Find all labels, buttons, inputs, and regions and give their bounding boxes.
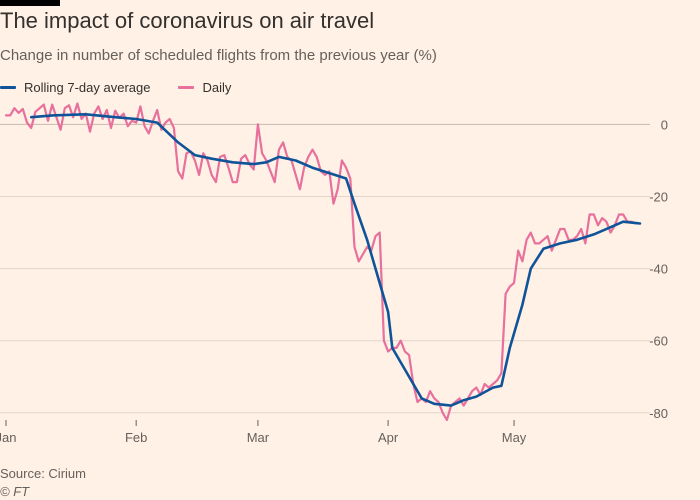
y-tick-label: 0 [661, 117, 668, 132]
x-tick-label: Feb [125, 430, 147, 445]
chart-legend: Rolling 7-day average Daily [0, 80, 259, 95]
legend-swatch-rolling [0, 86, 16, 89]
chart-title: The impact of coronavirus on air travel [0, 8, 375, 33]
x-tick-label: May [502, 430, 527, 445]
x-tick-label: Jan [0, 430, 16, 445]
chart-subtitle: Change in number of scheduled flights fr… [0, 47, 437, 64]
legend-item-daily: Daily [178, 80, 231, 95]
chart-source: Source: Cirium [0, 466, 86, 481]
brand-top-rule [0, 0, 60, 6]
series-line-rolling-average [29, 113, 642, 407]
legend-swatch-daily [178, 86, 195, 89]
chart-copyright: © FT [0, 484, 30, 499]
legend-label-rolling: Rolling 7-day average [24, 80, 151, 95]
y-tick-label: -20 [649, 190, 668, 205]
x-tick-label: Mar [247, 430, 270, 445]
legend-label-daily: Daily [202, 80, 232, 95]
x-tick-label: Apr [378, 430, 399, 445]
series-line-daily [4, 102, 637, 422]
legend-item-rolling: Rolling 7-day average [0, 80, 150, 95]
y-tick-label: -80 [649, 406, 668, 421]
y-tick-label: -40 [649, 262, 668, 277]
y-tick-label: -60 [649, 334, 668, 349]
